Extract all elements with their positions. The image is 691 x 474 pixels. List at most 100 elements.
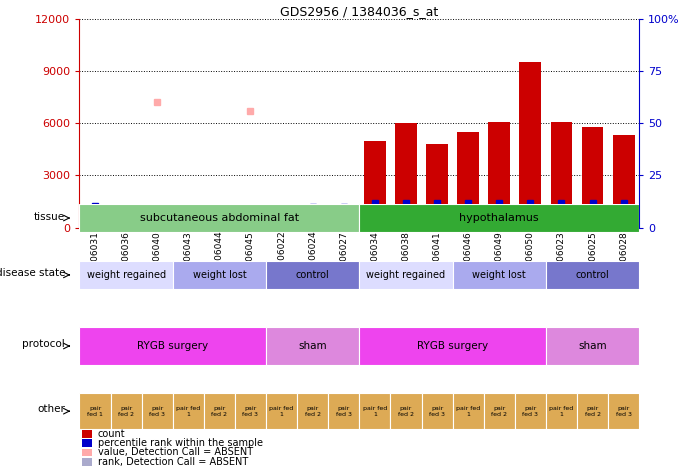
Bar: [79, 327, 266, 365]
Bar: [266, 393, 297, 429]
Bar: [79, 204, 359, 232]
Text: GSM206022: GSM206022: [277, 231, 286, 285]
Text: GSM206041: GSM206041: [433, 231, 442, 286]
Text: count: count: [98, 428, 126, 438]
Bar: [333, 221, 354, 228]
Bar: [266, 327, 359, 365]
Text: GSM206027: GSM206027: [339, 231, 348, 286]
Bar: [204, 393, 235, 429]
Text: GSM206038: GSM206038: [401, 231, 410, 286]
Text: GSM206034: GSM206034: [370, 231, 379, 286]
Text: pair fed
1: pair fed 1: [549, 406, 574, 417]
Text: RYGB surgery: RYGB surgery: [417, 341, 488, 351]
Text: GSM206049: GSM206049: [495, 231, 504, 286]
Text: GSM206031: GSM206031: [91, 231, 100, 286]
Bar: [453, 261, 546, 289]
Title: GDS2956 / 1384036_s_at: GDS2956 / 1384036_s_at: [280, 5, 439, 18]
Bar: [359, 327, 546, 365]
Text: GSM206024: GSM206024: [308, 231, 317, 285]
Bar: [84, 217, 106, 228]
Text: pair
fed 2: pair fed 2: [585, 406, 600, 417]
Bar: [328, 393, 359, 429]
Text: pair
fed 2: pair fed 2: [398, 406, 414, 417]
Text: pair
fed 2: pair fed 2: [211, 406, 227, 417]
Bar: [489, 121, 510, 228]
Bar: [79, 393, 111, 429]
Text: weight lost: weight lost: [473, 270, 526, 280]
Text: GSM206028: GSM206028: [619, 231, 628, 286]
Text: GSM206040: GSM206040: [153, 231, 162, 286]
Bar: [173, 261, 266, 289]
Bar: [115, 226, 137, 228]
Bar: [82, 430, 93, 438]
Text: RYGB surgery: RYGB surgery: [138, 341, 208, 351]
Text: pair
fed 2: pair fed 2: [118, 406, 134, 417]
Bar: [82, 448, 93, 456]
Text: pair
fed 2: pair fed 2: [491, 406, 507, 417]
Bar: [359, 393, 390, 429]
Bar: [297, 393, 328, 429]
Text: GSM206050: GSM206050: [526, 231, 535, 286]
Text: pair fed
1: pair fed 1: [456, 406, 480, 417]
Bar: [546, 261, 639, 289]
Text: pair
fed 3: pair fed 3: [522, 406, 538, 417]
Bar: [577, 393, 608, 429]
Bar: [546, 393, 577, 429]
Bar: [457, 132, 479, 228]
Bar: [82, 439, 93, 447]
Bar: [209, 224, 230, 228]
Bar: [235, 393, 266, 429]
Bar: [266, 261, 359, 289]
Text: GSM206045: GSM206045: [246, 231, 255, 286]
Bar: [515, 393, 546, 429]
Text: GSM206036: GSM206036: [122, 231, 131, 286]
Text: pair
fed 3: pair fed 3: [149, 406, 165, 417]
Text: pair fed
1: pair fed 1: [363, 406, 387, 417]
Text: weight regained: weight regained: [366, 270, 446, 280]
Bar: [240, 225, 261, 228]
Bar: [173, 393, 204, 429]
Text: hypothalamus: hypothalamus: [460, 213, 539, 223]
Text: percentile rank within the sample: percentile rank within the sample: [98, 438, 263, 448]
Text: other: other: [37, 404, 65, 414]
Bar: [82, 458, 93, 465]
Text: control: control: [576, 270, 609, 280]
Bar: [359, 204, 639, 232]
Text: sham: sham: [578, 341, 607, 351]
Text: weight lost: weight lost: [193, 270, 246, 280]
Bar: [608, 393, 639, 429]
Bar: [111, 393, 142, 429]
Bar: [364, 141, 386, 228]
Text: pair
fed 3: pair fed 3: [243, 406, 258, 417]
Bar: [142, 393, 173, 429]
Bar: [271, 224, 292, 228]
Bar: [484, 393, 515, 429]
Text: value, Detection Call = ABSENT: value, Detection Call = ABSENT: [98, 447, 253, 457]
Text: pair
fed 2: pair fed 2: [305, 406, 321, 417]
Text: pair
fed 3: pair fed 3: [616, 406, 632, 417]
Text: weight regained: weight regained: [86, 270, 166, 280]
Bar: [390, 393, 422, 429]
Bar: [551, 121, 572, 228]
Bar: [178, 226, 199, 228]
Text: sham: sham: [299, 341, 327, 351]
Bar: [520, 63, 541, 228]
Text: rank, Detection Call = ABSENT: rank, Detection Call = ABSENT: [98, 457, 248, 467]
Text: GSM206025: GSM206025: [588, 231, 597, 286]
Bar: [79, 261, 173, 289]
Text: GSM206043: GSM206043: [184, 231, 193, 286]
Text: GSM206044: GSM206044: [215, 231, 224, 285]
Bar: [422, 393, 453, 429]
Bar: [426, 144, 448, 228]
Bar: [395, 123, 417, 228]
Bar: [546, 327, 639, 365]
Text: pair
fed 1: pair fed 1: [87, 406, 103, 417]
Bar: [582, 127, 603, 228]
Text: GSM206046: GSM206046: [464, 231, 473, 286]
Bar: [453, 393, 484, 429]
Text: pair
fed 3: pair fed 3: [429, 406, 445, 417]
Text: disease state: disease state: [0, 268, 65, 279]
Bar: [146, 226, 168, 228]
Text: protocol: protocol: [22, 339, 65, 349]
Text: pair
fed 3: pair fed 3: [336, 406, 352, 417]
